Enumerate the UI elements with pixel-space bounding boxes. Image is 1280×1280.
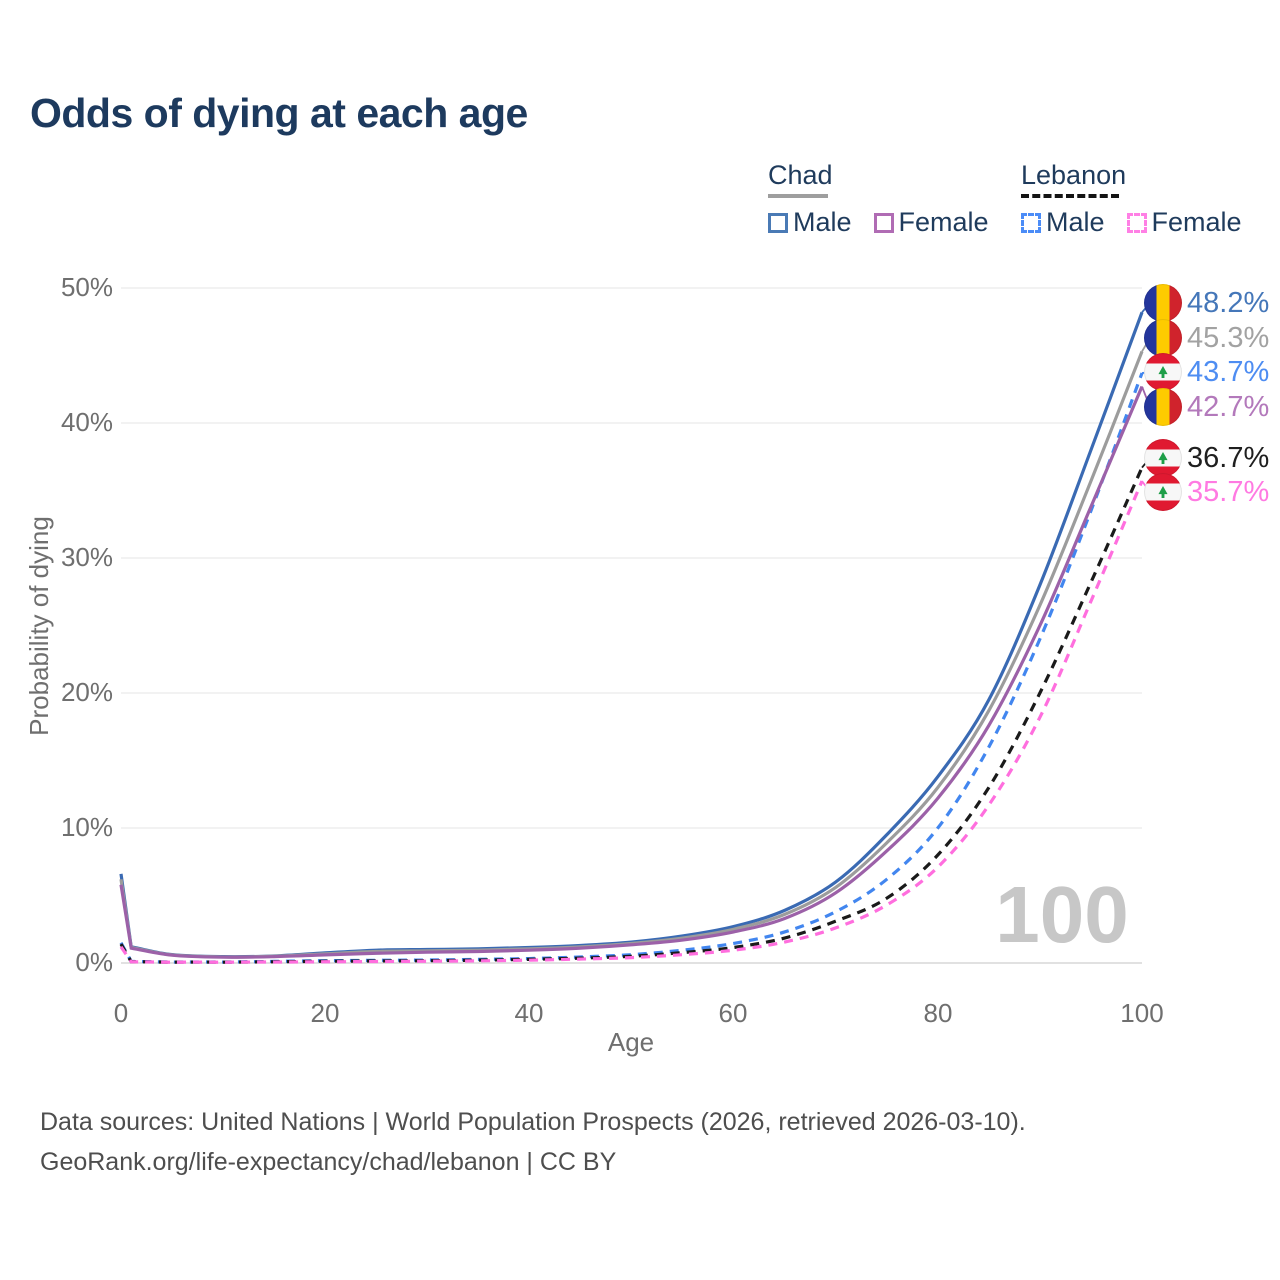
country-flag-icon	[1144, 388, 1182, 426]
y-tick: 10%	[61, 812, 113, 842]
legend-label: Female	[898, 207, 989, 237]
legend-label: Male	[1046, 207, 1105, 237]
end-label-chad-both: 45.3%	[1144, 319, 1269, 357]
end-value: 45.3%	[1187, 321, 1270, 354]
lebanon-line-style-swatch	[1021, 194, 1119, 198]
x-tick: 60	[719, 998, 748, 1028]
series-lines	[119, 311, 1144, 964]
y-tick: 0%	[75, 947, 113, 977]
line-chad-female	[119, 385, 1144, 959]
legend-item-chad-male[interactable]: Male	[768, 207, 852, 238]
x-tick: 100	[1120, 998, 1163, 1028]
end-label-lebanon-male: 43.7%	[1144, 353, 1269, 391]
country-flag-icon	[1144, 284, 1182, 322]
x-axis-ticks: 0 20 40 60 80 100	[114, 998, 1164, 1028]
chad-male-swatch-icon	[768, 212, 788, 233]
legend-item-lebanon-male[interactable]: Male	[1021, 207, 1105, 238]
page-title: Odds of dying at each age	[30, 90, 528, 136]
end-value: 42.7%	[1187, 390, 1270, 423]
end-label-lebanon-both: 36.7%	[1144, 439, 1269, 477]
x-tick: 40	[515, 998, 544, 1028]
y-tick: 30%	[61, 542, 113, 572]
legend-label: Female	[1151, 207, 1242, 237]
country-flag-icon	[1144, 473, 1182, 511]
end-value: 48.2%	[1187, 286, 1270, 319]
y-axis-title: Probability of dying	[24, 516, 54, 736]
chad-line-style-swatch	[768, 194, 828, 198]
line-chad-male	[119, 311, 1144, 959]
cedar-icon	[1158, 486, 1168, 498]
end-value: 35.7%	[1187, 475, 1270, 508]
country-flag-icon	[1144, 353, 1182, 391]
end-label-chad-female: 42.7%	[1144, 388, 1269, 426]
chad-female-swatch-icon	[873, 212, 894, 233]
y-tick: 40%	[61, 407, 113, 437]
legend-group-chad: Chad Male Female	[768, 160, 1011, 238]
lebanon-male-swatch-icon	[1021, 212, 1041, 233]
legend-label: Male	[793, 207, 852, 237]
line-lebanon-male	[119, 372, 1144, 964]
age-counter-watermark: 100	[995, 870, 1128, 959]
end-value: 43.7%	[1187, 355, 1270, 388]
cedar-icon	[1158, 366, 1168, 378]
legend-group-lebanon: Lebanon Male Female	[1021, 160, 1264, 238]
gridlines	[121, 287, 1142, 964]
attribution-link[interactable]: GeoRank.org/life-expectancy/chad/lebanon…	[40, 1148, 617, 1176]
country-flag-icon	[1144, 439, 1182, 477]
legend-country-lebanon: Lebanon	[1021, 160, 1127, 190]
legend: Chad Male Female Lebanon Male Female	[0, 160, 1280, 240]
x-tick: 80	[924, 998, 953, 1028]
end-value: 36.7%	[1187, 441, 1270, 474]
line-lebanon-both-sexes	[119, 466, 1144, 964]
legend-country-chad: Chad	[768, 160, 833, 190]
x-tick: 20	[311, 998, 340, 1028]
end-label-lebanon-female: 35.7%	[1144, 473, 1269, 511]
y-tick: 50%	[61, 272, 113, 302]
y-tick: 20%	[61, 677, 113, 707]
lebanon-female-swatch-icon	[1126, 212, 1147, 233]
line-lebanon-female	[119, 480, 1144, 964]
x-tick: 0	[114, 998, 128, 1028]
x-axis-title: Age	[608, 1027, 654, 1057]
line-chad-both-sexes	[119, 350, 1144, 959]
country-flag-icon	[1144, 319, 1182, 357]
cedar-icon	[1158, 452, 1168, 464]
legend-item-lebanon-female[interactable]: Female	[1126, 207, 1242, 238]
end-label-chad-male: 48.2%	[1144, 284, 1269, 322]
y-axis-ticks: 0% 10% 20% 30% 40% 50%	[61, 272, 113, 977]
legend-item-chad-female[interactable]: Female	[873, 207, 989, 238]
data-sources-text: Data sources: United Nations | World Pop…	[40, 1108, 1026, 1136]
